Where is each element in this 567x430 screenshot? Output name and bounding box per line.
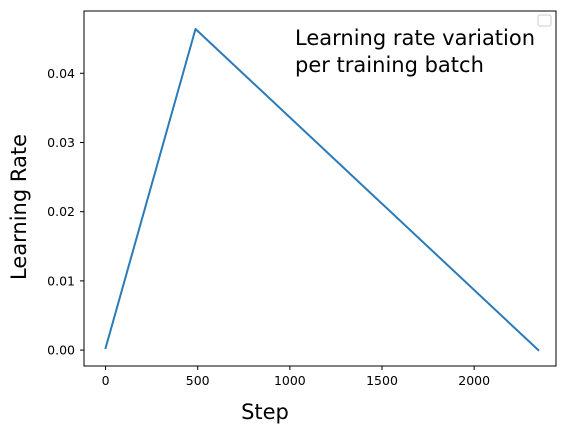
y-tick-label: 0.00 (47, 343, 75, 358)
x-axis-label: Step (241, 400, 289, 424)
x-tick-label: 1000 (274, 373, 306, 388)
y-tick-label: 0.03 (47, 135, 75, 150)
annotation-line-2: per training batch (295, 53, 484, 77)
annotation-line-1: Learning rate variation (295, 26, 535, 50)
x-tick-label: 1500 (366, 373, 398, 388)
x-tick-label: 2000 (458, 373, 490, 388)
x-tick-label: 500 (186, 373, 210, 388)
y-tick-label: 0.01 (47, 273, 75, 288)
y-tick-label: 0.02 (47, 204, 75, 219)
y-axis-label: Learning Rate (7, 134, 31, 280)
y-tick-label: 0.04 (47, 66, 75, 81)
x-tick-label: 0 (102, 373, 110, 388)
legend-box (538, 15, 551, 26)
